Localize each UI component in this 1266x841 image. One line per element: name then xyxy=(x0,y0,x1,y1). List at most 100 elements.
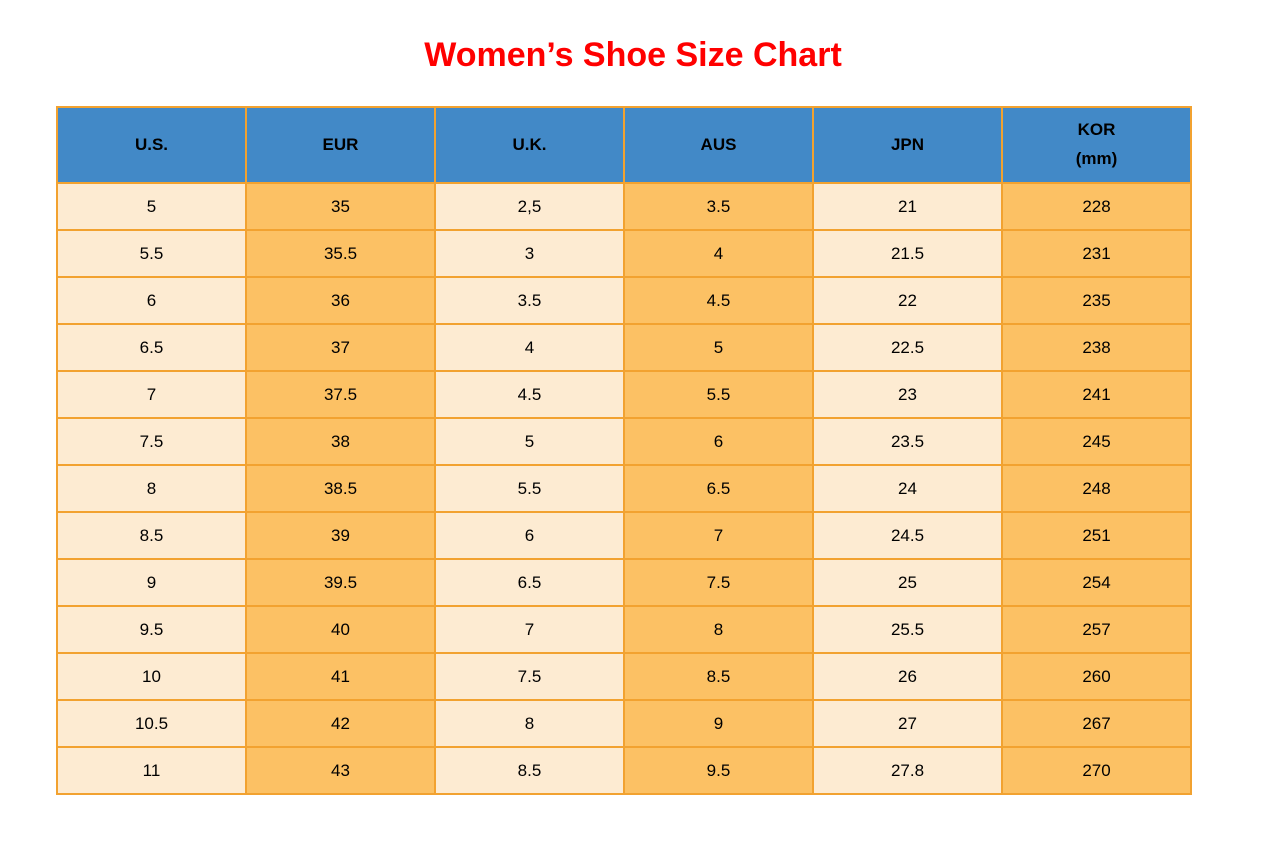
table-row: 11 43 8.5 9.5 27.8 270 xyxy=(56,746,1192,795)
table-cell-jpn: 27 xyxy=(812,699,1003,748)
table-cell-aus: 5.5 xyxy=(623,370,814,419)
table-cell-kor-mm: 260 xyxy=(1001,652,1192,701)
table-cell-uk: 4 xyxy=(434,323,625,372)
table-cell-uk: 3 xyxy=(434,229,625,278)
table-cell-eur: 43 xyxy=(245,746,436,795)
table-cell-kor-mm: 241 xyxy=(1001,370,1192,419)
table-cell-uk: 8 xyxy=(434,699,625,748)
shoe-size-table: U.S. EUR U.K. AUS JPN KOR (mm) 5 35 2,5 3.5 21 228… xyxy=(56,106,1192,795)
table-cell-kor-mm: 228 xyxy=(1001,182,1192,231)
table-cell-us: 9.5 xyxy=(56,605,247,654)
table-row: 7 37.5 4.5 5.5 23 241 xyxy=(56,370,1192,419)
table-row: 9.5 40 7 8 25.5 257 xyxy=(56,605,1192,654)
table-cell-eur: 42 xyxy=(245,699,436,748)
column-header-us: U.S. xyxy=(56,106,247,184)
table-cell-us: 7.5 xyxy=(56,417,247,466)
table-cell-jpn: 23 xyxy=(812,370,1003,419)
table-cell-kor-mm: 231 xyxy=(1001,229,1192,278)
table-cell-uk: 5 xyxy=(434,417,625,466)
table-cell-jpn: 25 xyxy=(812,558,1003,607)
table-cell-jpn: 24.5 xyxy=(812,511,1003,560)
table-body: 5 35 2,5 3.5 21 228 5.5 35.5 3 4 21.5 231 6 36 3.5 4.5 2… xyxy=(56,182,1192,795)
table-row: 7.5 38 5 6 23.5 245 xyxy=(56,417,1192,466)
table-cell-us: 6.5 xyxy=(56,323,247,372)
table-cell-aus: 9.5 xyxy=(623,746,814,795)
table-row: 8 38.5 5.5 6.5 24 248 xyxy=(56,464,1192,513)
table-cell-kor-mm: 270 xyxy=(1001,746,1192,795)
table-cell-us: 6 xyxy=(56,276,247,325)
table-cell-eur: 36 xyxy=(245,276,436,325)
table-cell-aus: 7 xyxy=(623,511,814,560)
table-cell-eur: 37 xyxy=(245,323,436,372)
table-cell-kor-mm: 251 xyxy=(1001,511,1192,560)
table-cell-aus: 8.5 xyxy=(623,652,814,701)
table-cell-us: 7 xyxy=(56,370,247,419)
column-header-jpn: JPN xyxy=(812,106,1003,184)
table-cell-jpn: 27.8 xyxy=(812,746,1003,795)
table-row: 9 39.5 6.5 7.5 25 254 xyxy=(56,558,1192,607)
table-cell-jpn: 23.5 xyxy=(812,417,1003,466)
table-cell-uk: 8.5 xyxy=(434,746,625,795)
table-cell-us: 8 xyxy=(56,464,247,513)
table-cell-uk: 3.5 xyxy=(434,276,625,325)
table-cell-us: 9 xyxy=(56,558,247,607)
table-cell-kor-mm: 257 xyxy=(1001,605,1192,654)
table-row: 5.5 35.5 3 4 21.5 231 xyxy=(56,229,1192,278)
table-cell-jpn: 26 xyxy=(812,652,1003,701)
table-cell-kor-mm: 245 xyxy=(1001,417,1192,466)
table-cell-aus: 7.5 xyxy=(623,558,814,607)
page-title: Women’s Shoe Size Chart xyxy=(424,36,842,74)
table-cell-jpn: 22.5 xyxy=(812,323,1003,372)
table-cell-aus: 5 xyxy=(623,323,814,372)
column-header-eur: EUR xyxy=(245,106,436,184)
table-cell-aus: 3.5 xyxy=(623,182,814,231)
table-cell-aus: 4 xyxy=(623,229,814,278)
table-row: 5 35 2,5 3.5 21 228 xyxy=(56,182,1192,231)
column-header-uk: U.K. xyxy=(434,106,625,184)
column-header-kor-mm: KOR (mm) xyxy=(1001,106,1192,184)
table-cell-uk: 2,5 xyxy=(434,182,625,231)
table-cell-us: 10 xyxy=(56,652,247,701)
table-cell-jpn: 25.5 xyxy=(812,605,1003,654)
table-cell-uk: 5.5 xyxy=(434,464,625,513)
table-cell-eur: 35.5 xyxy=(245,229,436,278)
table-header: U.S. EUR U.K. AUS JPN KOR (mm) xyxy=(56,106,1192,184)
table-cell-uk: 7 xyxy=(434,605,625,654)
table-cell-eur: 38 xyxy=(245,417,436,466)
table-cell-aus: 8 xyxy=(623,605,814,654)
table-cell-jpn: 21 xyxy=(812,182,1003,231)
table-cell-aus: 4.5 xyxy=(623,276,814,325)
table-row: 6.5 37 4 5 22.5 238 xyxy=(56,323,1192,372)
table-cell-eur: 37.5 xyxy=(245,370,436,419)
table-row: 8.5 39 6 7 24.5 251 xyxy=(56,511,1192,560)
table-cell-kor-mm: 238 xyxy=(1001,323,1192,372)
table-cell-us: 10.5 xyxy=(56,699,247,748)
table-cell-uk: 6.5 xyxy=(434,558,625,607)
table-cell-aus: 9 xyxy=(623,699,814,748)
table-cell-eur: 35 xyxy=(245,182,436,231)
table-cell-eur: 38.5 xyxy=(245,464,436,513)
table-row: 6 36 3.5 4.5 22 235 xyxy=(56,276,1192,325)
table-cell-kor-mm: 235 xyxy=(1001,276,1192,325)
table-row: 10.5 42 8 9 27 267 xyxy=(56,699,1192,748)
header-row: U.S. EUR U.K. AUS JPN KOR (mm) xyxy=(56,106,1192,184)
table-cell-eur: 40 xyxy=(245,605,436,654)
table-cell-uk: 4.5 xyxy=(434,370,625,419)
table-cell-eur: 39.5 xyxy=(245,558,436,607)
table-row: 10 41 7.5 8.5 26 260 xyxy=(56,652,1192,701)
table-cell-kor-mm: 254 xyxy=(1001,558,1192,607)
table-cell-jpn: 21.5 xyxy=(812,229,1003,278)
table-cell-eur: 41 xyxy=(245,652,436,701)
table-cell-eur: 39 xyxy=(245,511,436,560)
table-cell-kor-mm: 267 xyxy=(1001,699,1192,748)
table-cell-us: 8.5 xyxy=(56,511,247,560)
table-cell-jpn: 22 xyxy=(812,276,1003,325)
column-header-aus: AUS xyxy=(623,106,814,184)
table-cell-us: 5 xyxy=(56,182,247,231)
table-cell-aus: 6 xyxy=(623,417,814,466)
table-cell-us: 5.5 xyxy=(56,229,247,278)
table-cell-uk: 6 xyxy=(434,511,625,560)
table-cell-uk: 7.5 xyxy=(434,652,625,701)
table-cell-aus: 6.5 xyxy=(623,464,814,513)
